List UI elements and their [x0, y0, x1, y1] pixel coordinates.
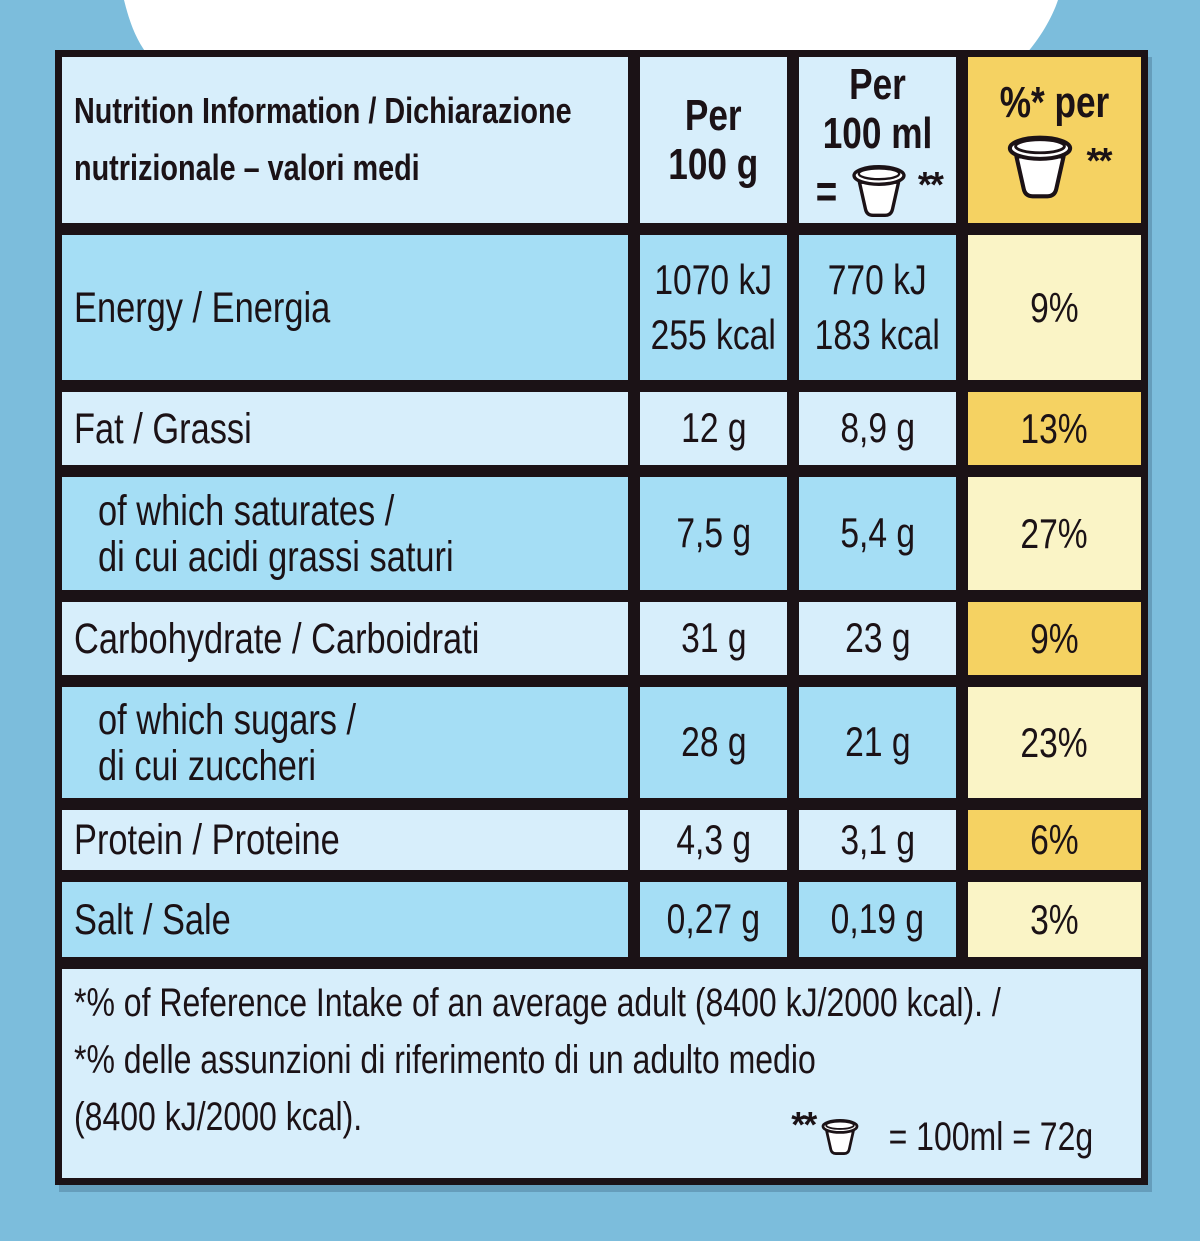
reference-intake-note: *% of Reference Intake of an average adu… — [74, 975, 1001, 1147]
row-salt-ri: 3% — [1030, 895, 1079, 943]
table-title-line1: Nutrition Information / Dichiarazione — [74, 90, 572, 132]
row-carbohydrate-label-cell: Carbohydrate / Carboidrati — [62, 602, 628, 675]
row-saturates-per100ml: 5,4 g — [840, 509, 915, 557]
row-saturates-per100ml-cell: 5,4 g — [799, 477, 956, 590]
row-carbohydrate-per100g: 31 g — [680, 614, 747, 662]
row-protein-ri: 6% — [1030, 816, 1079, 863]
row-carbohydrate-ri: 9% — [1030, 614, 1079, 662]
row-salt-per100ml: 0,19 g — [830, 895, 925, 943]
row-sugars-per100ml: 21 g — [844, 718, 911, 766]
row-saturates-per100g-cell: 7,5 g — [640, 477, 787, 590]
nutrition-table: Nutrition Information / Dichiarazione nu… — [55, 50, 1148, 1185]
row-fat-per100ml-cell: 8,9 g — [799, 392, 956, 465]
header-per-100g-cell: Per 100 g — [640, 57, 787, 223]
row-energy-per100g: 1070 kJ 255 kcal — [650, 255, 777, 358]
row-saturates-ri: 27% — [1020, 509, 1089, 557]
row-protein-per100g-cell: 4,3 g — [640, 810, 787, 870]
row-saturates-label: of which saturates / di cui acidi grassi… — [98, 486, 454, 581]
row-salt-per100g: 0,27 g — [666, 895, 761, 943]
equals-sign: = — [815, 165, 838, 218]
row-protein-per100g: 4,3 g — [676, 815, 751, 863]
row-sugars-per100ml-cell: 21 g — [799, 687, 956, 798]
row-carbohydrate-per100ml: 23 g — [844, 614, 911, 662]
footnote-line1: *% of Reference Intake of an average adu… — [74, 981, 1001, 1025]
row-saturates-ri-cell: 27% — [968, 477, 1141, 590]
cup-equivalence-note: ** = 100ml = 72g — [791, 1104, 1119, 1166]
cup-equivalence-text: = 100ml = 72g — [888, 1114, 1094, 1159]
row-salt-per100g-cell: 0,27 g — [640, 882, 787, 957]
row-energy-per100ml-cell: 770 kJ 183 kcal — [799, 235, 956, 380]
row-fat-per100g: 12 g — [680, 404, 747, 452]
white-blob-decoration — [124, 0, 1058, 54]
row-salt-label-cell: Salt / Sale — [62, 882, 628, 957]
footnote-line3: (8400 kJ/2000 kcal). — [74, 1095, 363, 1140]
row-carbohydrate-per100ml-cell: 23 g — [799, 602, 956, 675]
row-carbohydrate-ri-cell: 9% — [968, 602, 1141, 675]
row-energy-ri-cell: 9% — [968, 235, 1141, 380]
table-title-line2: nutrizionale – valori medi — [74, 147, 420, 188]
row-protein-per100ml: 3,1 g — [840, 815, 915, 863]
row-carbohydrate-per100g-cell: 31 g — [640, 602, 787, 675]
row-fat-per100ml: 8,9 g — [840, 404, 915, 452]
row-salt-per100ml-cell: 0,19 g — [799, 882, 956, 957]
header-ri-label: %* per — [999, 78, 1110, 128]
row-energy-label-cell: Energy / Energia — [62, 235, 628, 380]
double-asterisk: ** — [917, 164, 944, 206]
header-per-100ml-label: Per 100 ml — [823, 60, 933, 159]
header-reference-intake-cell: %* per ** — [968, 57, 1141, 223]
row-saturates-per100g: 7,5 g — [676, 509, 751, 557]
row-sugars-ri: 23% — [1020, 718, 1089, 766]
row-sugars-per100g: 28 g — [680, 718, 747, 766]
footnote-cell: *% of Reference Intake of an average adu… — [62, 969, 1141, 1178]
row-energy-ri: 9% — [1030, 283, 1079, 331]
row-saturates-label-cell: of which saturates / di cui acidi grassi… — [62, 477, 628, 590]
row-fat-label-cell: Fat / Grassi — [62, 392, 628, 465]
row-energy-per100ml: 770 kJ 183 kcal — [814, 255, 941, 358]
double-asterisk: ** — [1086, 139, 1112, 181]
footnote-line2: *% delle assunzioni di riferimento di un… — [74, 1038, 816, 1083]
row-salt-ri-cell: 3% — [968, 882, 1141, 957]
per-100ml-line1: Per — [849, 59, 906, 109]
header-per-100g-label: Per 100 g — [668, 91, 758, 190]
row-fat-per100g-cell: 12 g — [640, 392, 787, 465]
row-sugars-per100g-cell: 28 g — [640, 687, 787, 798]
ice-cream-tub-icon — [1008, 135, 1073, 198]
row-energy-label: Energy / Energia — [74, 283, 331, 332]
header-title-cell: Nutrition Information / Dichiarazione nu… — [62, 57, 628, 223]
row-sugars-ri-cell: 23% — [968, 687, 1141, 798]
row-protein-label: Protein / Proteine — [74, 816, 340, 864]
ice-cream-tub-icon — [852, 165, 906, 218]
table-title: Nutrition Information / Dichiarazione nu… — [74, 83, 572, 197]
row-protein-label-cell: Protein / Proteine — [62, 810, 628, 870]
row-sugars-label: of which sugars / di cui zuccheri — [98, 695, 357, 790]
row-salt-label: Salt / Sale — [74, 895, 231, 944]
header-per-100ml-cell: Per 100 ml = ** — [799, 57, 956, 223]
row-sugars-label-cell: of which sugars / di cui zuccheri — [62, 687, 628, 798]
double-asterisk: ** — [791, 1104, 817, 1145]
row-carbohydrate-label: Carbohydrate / Carboidrati — [74, 614, 480, 663]
row-fat-ri: 13% — [1020, 404, 1089, 452]
per-100g-line2: 100 g — [668, 140, 759, 189]
ice-cream-tub-icon — [821, 1119, 859, 1155]
row-fat-label: Fat / Grassi — [74, 404, 252, 453]
row-protein-ri-cell: 6% — [968, 810, 1141, 870]
per-100g-line1: Per — [685, 90, 742, 140]
per-100ml-line2: 100 ml — [822, 109, 933, 158]
row-fat-ri-cell: 13% — [968, 392, 1141, 465]
row-protein-per100ml-cell: 3,1 g — [799, 810, 956, 870]
row-energy-per100g-cell: 1070 kJ 255 kcal — [640, 235, 787, 380]
